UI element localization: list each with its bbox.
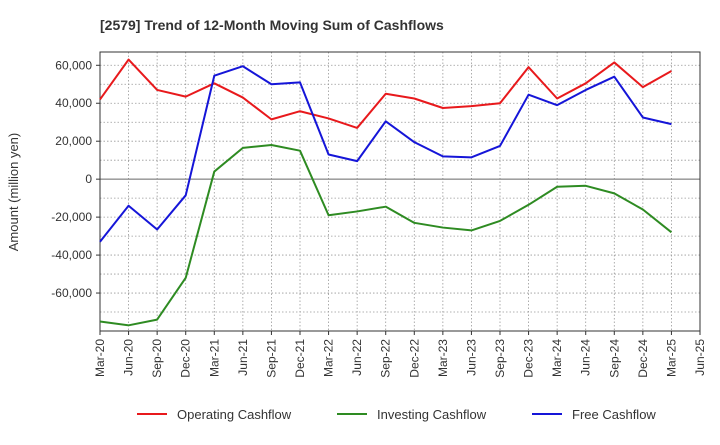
plot-area: 60,000 40,000 20,000 0 -20,000 -40,000 -60,000… — [51, 51, 707, 378]
x-tick-label: Mar-23 — [436, 339, 450, 377]
y-axis-label: Amount (million yen) — [6, 133, 21, 252]
x-tick-label: Mar-25 — [664, 339, 678, 377]
free-cashflow-legend-label: Free Cashflow — [572, 407, 656, 422]
y-tick-label: -20,000 — [51, 210, 92, 224]
y-tick-label: 20,000 — [55, 134, 92, 148]
chart-title: [2579] Trend of 12-Month Moving Sum of C… — [100, 17, 444, 33]
operating-cashflow-legend-label: Operating Cashflow — [177, 407, 292, 422]
x-tick-label: Sep-22 — [379, 339, 393, 378]
x-tick-label: Mar-24 — [550, 339, 564, 377]
y-tick-label: 40,000 — [55, 96, 92, 110]
x-tick-label: Sep-20 — [150, 339, 164, 378]
investing-cashflow-legend-label: Investing Cashflow — [377, 407, 487, 422]
plot-frame — [99, 51, 701, 332]
x-tick-label: Sep-21 — [264, 339, 278, 378]
x-tick-label: Mar-20 — [93, 339, 107, 377]
x-tick-label: Dec-23 — [522, 339, 536, 378]
free-cashflow-line — [99, 65, 672, 243]
investing-cashflow-line — [99, 144, 673, 327]
x-tick-label: Mar-22 — [322, 339, 336, 377]
x-tick-label: Mar-21 — [207, 339, 221, 377]
x-tick-label: Jun-24 — [579, 339, 593, 376]
operating-cashflow-line — [99, 58, 672, 129]
x-tick-label: Jun-23 — [464, 339, 478, 376]
x-tick-label: Dec-24 — [636, 339, 650, 378]
x-tick-label: Dec-22 — [407, 339, 421, 378]
y-tick-label: 0 — [85, 172, 92, 186]
x-tick-label: Dec-21 — [293, 339, 307, 378]
x-tick-label: Sep-23 — [493, 339, 507, 378]
x-tick-label: Jun-25 — [693, 339, 707, 376]
x-tick-label: Jun-22 — [350, 339, 364, 376]
x-tick-label: Dec-20 — [179, 339, 193, 378]
x-tick-label: Jun-20 — [122, 339, 136, 376]
plot-background — [100, 52, 700, 331]
x-tick-label: Sep-24 — [607, 339, 621, 378]
chart-legend: Operating Cashflow Investing Cashflow Free… — [137, 407, 656, 422]
y-tick-label: -60,000 — [51, 286, 92, 300]
x-tick-label: Jun-21 — [236, 339, 250, 376]
y-tick-label: -40,000 — [51, 248, 92, 262]
y-tick-label: 60,000 — [55, 58, 92, 72]
